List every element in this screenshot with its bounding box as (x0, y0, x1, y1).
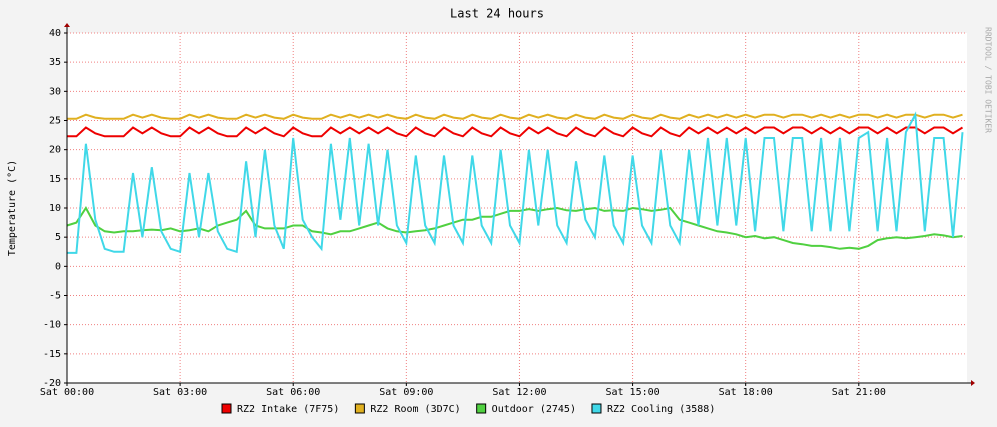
x-tick-label: Sat 09:00 (379, 387, 433, 398)
watermark: RRDTOOL / TOBI OETIKER (984, 27, 993, 133)
legend-swatch (591, 403, 602, 414)
y-tick-label: -20 (43, 378, 61, 389)
legend-swatch (476, 403, 487, 414)
series-line (67, 113, 963, 120)
y-tick-label: 15 (49, 174, 61, 185)
legend-label: RZ2 Intake (7F75) (237, 404, 339, 415)
x-tick-label: Sat 12:00 (492, 387, 546, 398)
y-tick-label: 30 (49, 86, 61, 97)
x-tick-label: Sat 15:00 (605, 387, 659, 398)
legend-label: RZ2 Room (3D7C) (370, 404, 460, 415)
x-axis-arrow (971, 380, 975, 386)
x-tick-label: Sat 18:00 (719, 387, 773, 398)
series-line (67, 111, 964, 254)
x-tick-label: Sat 00:00 (40, 387, 94, 398)
series-line (67, 126, 964, 138)
y-tick-label: 10 (49, 203, 61, 214)
x-tick-label: Sat 03:00 (153, 387, 207, 398)
chart-title: Last 24 hours (450, 7, 544, 21)
legend-swatch (354, 403, 365, 414)
legend-label: Outdoor (2745) (492, 404, 576, 415)
x-tick-label: Sat 21:00 (832, 387, 886, 398)
y-tick-label: 5 (55, 232, 61, 243)
y-axis-label: Temperature (°C) (7, 160, 18, 256)
y-tick-label: 25 (49, 116, 61, 127)
legend-swatch (221, 403, 232, 414)
y-tick-label: -15 (43, 349, 61, 360)
y-tick-label: 40 (49, 28, 61, 39)
y-tick-label: 20 (49, 145, 61, 156)
y-tick-label: 35 (49, 57, 61, 68)
y-axis-arrow (64, 23, 70, 27)
y-tick-label: -10 (43, 320, 61, 331)
x-tick-label: Sat 06:00 (266, 387, 320, 398)
y-tick-label: 0 (55, 261, 61, 272)
y-tick-label: -5 (49, 291, 61, 302)
legend-label: RZ2 Cooling (3588) (607, 404, 715, 415)
